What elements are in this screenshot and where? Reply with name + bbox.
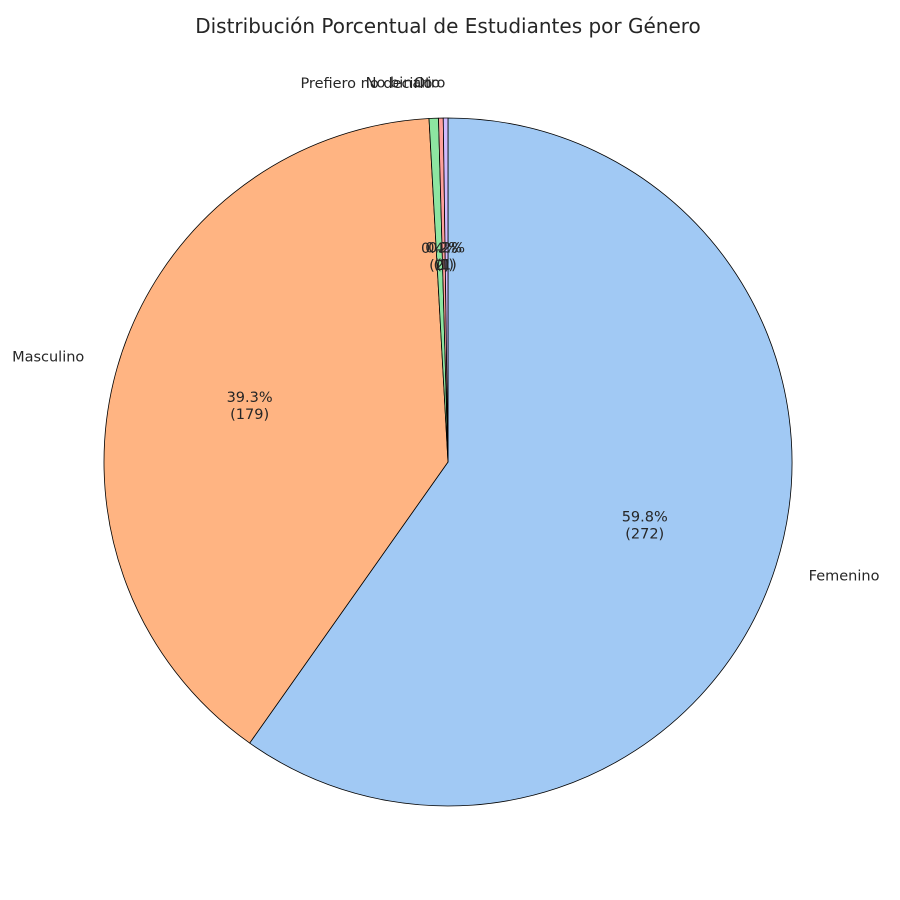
slice-percent-no-binario: 0.2%	[425, 241, 462, 257]
slice-label-femenino: Femenino	[809, 568, 880, 584]
slice-label-prefiero-no-decirlo: Prefiero no decirlo	[300, 76, 432, 92]
pie-slice-masculino	[103, 118, 449, 744]
slice-value-label-femenino: 59.8% (272)	[622, 509, 668, 542]
slice-label-masculino: Masculino	[12, 350, 84, 366]
slice-value-label-no-binario: 0.2% (1)	[425, 241, 462, 274]
slice-count-no-binario: (1)	[433, 258, 454, 274]
chart-title: Distribución Porcentual de Estudiantes p…	[195, 14, 701, 38]
slice-count-masculino: (179)	[230, 407, 269, 423]
slice-count-prefiero-no-decirlo: (2)	[429, 258, 450, 274]
slice-count-otro: (1)	[436, 258, 457, 274]
slice-label-no-binario: No binario	[366, 76, 441, 92]
pie-slice-femenino	[249, 117, 793, 807]
slice-percent-prefiero-no-decirlo: 0.4%	[421, 241, 458, 257]
slice-value-label-masculino: 39.3% (179)	[227, 390, 273, 423]
pie-slices	[103, 117, 793, 807]
slice-percent-otro: 0.2%	[428, 241, 465, 257]
pie-labels: Femenino 59.8% (272) Masculino 39.3% (179) Pre…	[12, 76, 880, 585]
slice-label-otro: Otro	[414, 76, 446, 92]
slice-value-label-otro: 0.2% (1)	[428, 241, 465, 274]
slice-percent-femenino: 59.8%	[622, 509, 668, 525]
slice-percent-masculino: 39.3%	[227, 390, 273, 406]
slice-value-label-prefiero-no-decirlo: 0.4% (2)	[421, 241, 458, 274]
slice-count-femenino: (272)	[625, 526, 664, 542]
pie-slice-otro	[442, 117, 449, 463]
